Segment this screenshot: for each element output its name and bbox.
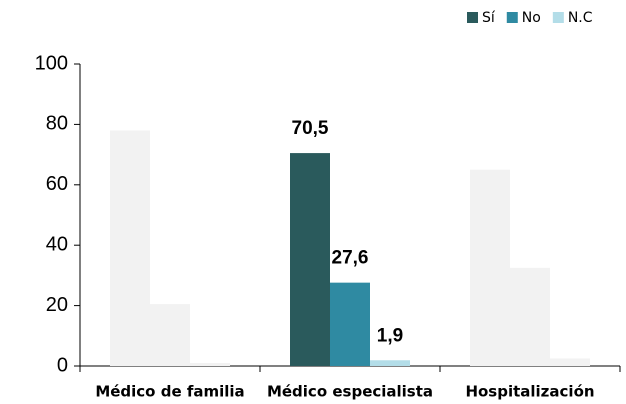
legend-swatch [467,12,478,23]
data-label: 27,6 [332,248,369,269]
bar [330,282,370,366]
data-label: 70,5 [292,118,329,139]
y-tick-label: 60 [46,173,68,195]
x-tick-label: Médico de familia [95,383,244,401]
x-tick-label: Hospitalización [465,383,594,401]
bar [190,362,230,366]
bar [510,267,550,366]
bar [470,169,510,366]
y-tick-label: 80 [46,113,68,135]
bar [370,360,410,366]
y-tick-label: 20 [46,294,68,316]
y-tick-label: 40 [46,233,68,255]
legend-swatch [506,12,518,23]
legend-label: Sí [482,10,496,26]
y-tick-label: 0 [57,354,68,376]
legend-label: No [522,10,541,26]
bar [110,130,150,366]
legend-label: N.C [568,10,593,26]
bar [150,304,190,366]
bar [550,358,590,366]
data-label: 1,9 [377,325,403,346]
y-tick-label: 100 [35,52,68,74]
x-tick-label: Médico especialista [267,383,433,401]
legend-swatch [552,12,564,23]
bar [290,153,330,366]
